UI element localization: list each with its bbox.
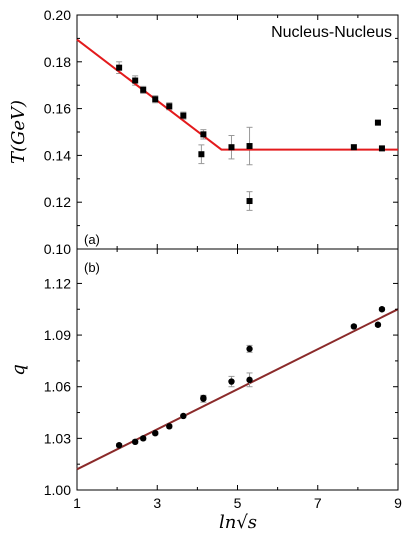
y-tick-label: 0.18 xyxy=(44,54,71,70)
y-tick-label: 1.03 xyxy=(44,430,71,446)
y-tick-label: 0.16 xyxy=(44,101,71,117)
x-tick-label: 9 xyxy=(394,495,402,511)
data-point xyxy=(131,438,139,445)
data-point xyxy=(152,429,159,437)
y-tick-label: 1.12 xyxy=(44,275,71,291)
y-tick-label: 1.09 xyxy=(44,327,71,343)
y-tick-label: 1.00 xyxy=(44,482,71,498)
panel-a-points xyxy=(116,64,385,205)
y-tick-label: 1.06 xyxy=(44,379,71,395)
data-point xyxy=(115,442,123,449)
data-point xyxy=(246,198,253,205)
y-tick-label: 0.12 xyxy=(44,194,71,210)
x-tick-label: 3 xyxy=(153,495,161,511)
data-point xyxy=(200,394,207,402)
x-tick-label: 5 xyxy=(234,495,242,511)
data-point xyxy=(180,112,187,119)
data-point xyxy=(378,145,385,152)
panel-a-fit-line xyxy=(76,38,398,151)
panel-a-y-axis-title: T(GeV) xyxy=(8,100,29,164)
panel-a-frame xyxy=(76,14,399,250)
data-point xyxy=(116,64,123,71)
panel-a-annotation: Nucleus-Nucleus xyxy=(271,24,392,41)
data-point xyxy=(166,423,173,430)
y-tick-label: 0.14 xyxy=(44,147,71,163)
panel-b-label: (b) xyxy=(84,260,100,275)
panel-a: 0.20 0.18 0.16 0.14 0.12 0.10 (a) Nucleus-Nuc… xyxy=(8,7,399,257)
x-axis-title: ln√s xyxy=(219,512,257,533)
x-tick-label: 1 xyxy=(73,495,81,511)
panel-b-points xyxy=(115,306,386,449)
panel-b-ticks: 1.12 1.09 1.06 1.03 1.001 3 5 7 9 xyxy=(44,249,402,511)
data-point xyxy=(140,435,147,442)
panel-b: 1.12 1.09 1.06 1.03 1.001 3 5 7 9 (b) q ln√s xyxy=(8,248,402,533)
data-point xyxy=(152,96,159,103)
data-point xyxy=(246,376,253,384)
data-point xyxy=(198,151,205,158)
y-tick-label: 0.10 xyxy=(44,241,71,257)
data-point xyxy=(200,131,207,138)
panel-b-y-axis-title: q xyxy=(8,364,29,376)
data-point xyxy=(378,306,386,313)
data-point xyxy=(246,143,253,150)
panel-b-fit-line xyxy=(76,308,399,471)
panel-a-error-bars xyxy=(116,61,385,211)
panel-b-frame xyxy=(76,248,399,491)
data-point xyxy=(246,345,253,353)
data-point xyxy=(140,86,147,93)
panel-a-ticks: 0.20 0.18 0.16 0.14 0.12 0.10 xyxy=(44,7,399,257)
data-point xyxy=(350,144,357,151)
x-tick-label: 7 xyxy=(314,495,322,511)
y-tick-label: 0.20 xyxy=(44,7,71,23)
panel-a-label: (a) xyxy=(84,232,100,247)
data-point xyxy=(228,144,235,151)
data-point xyxy=(166,103,173,110)
data-point xyxy=(374,321,382,328)
data-point xyxy=(374,119,381,126)
data-point xyxy=(132,77,139,84)
data-point xyxy=(228,378,235,385)
data-point xyxy=(180,412,187,420)
data-point xyxy=(350,323,358,330)
